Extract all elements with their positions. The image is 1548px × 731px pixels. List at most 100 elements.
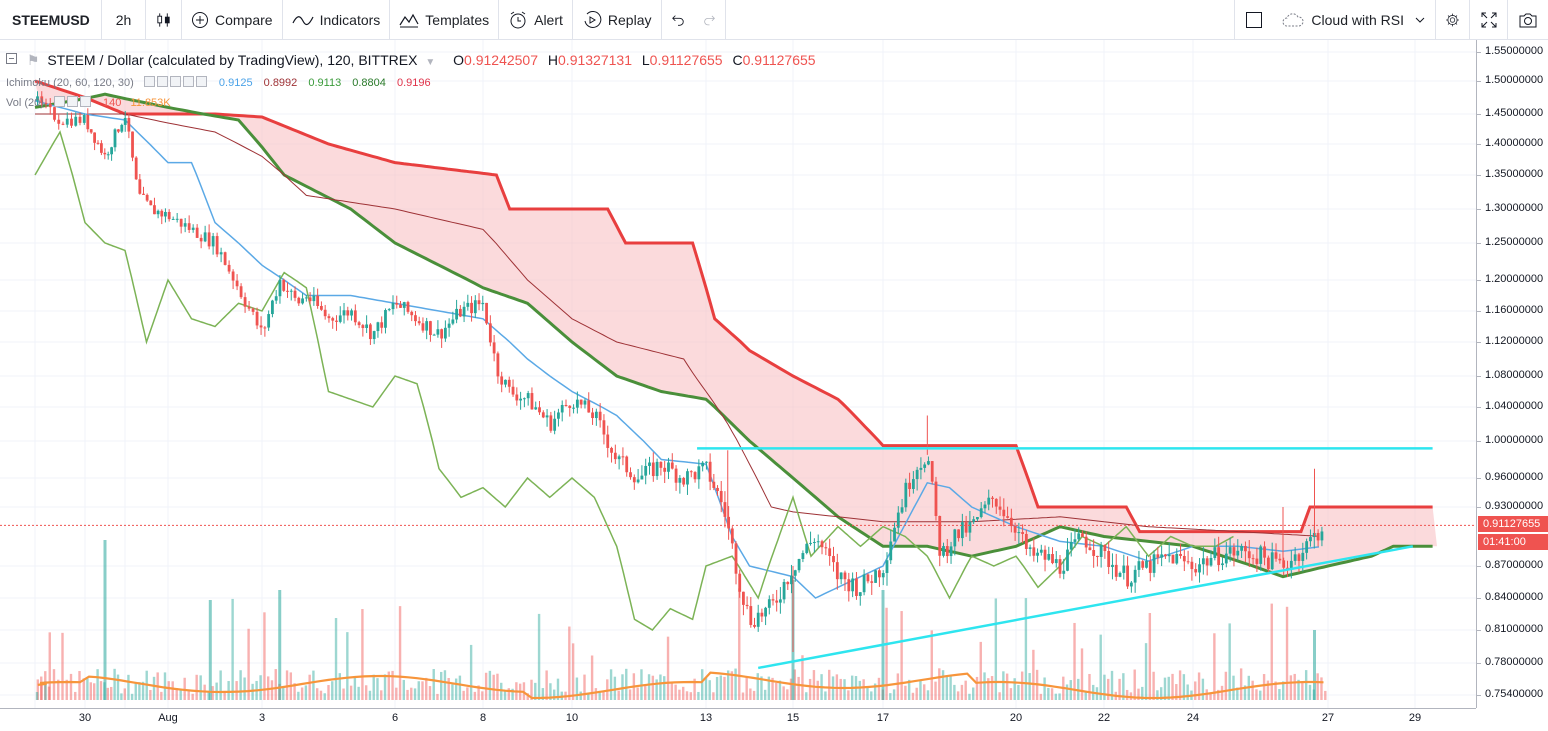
volume-bar [48,632,51,700]
candle-body [545,415,549,418]
candle-body [1175,553,1179,564]
volume-bar [697,691,700,700]
volume-bar [956,691,960,700]
candle-body [384,310,387,328]
candle-body [219,252,223,255]
volume-bar [432,669,435,700]
collapse-legend-button[interactable] [6,53,17,64]
title-dropdown-icon[interactable]: ▼ [425,57,436,68]
volume-bar [767,676,771,700]
volume-bar [1028,673,1031,700]
volume-bar [726,670,730,700]
volume-bar [1224,671,1228,700]
ichimoku-legend[interactable]: Ichimoku (20, 60, 120, 30) 0.9125 0.8992… [6,76,431,89]
settings-small-icon[interactable] [156,76,168,87]
candle-body [425,321,429,331]
candle-body [1088,547,1092,551]
volume-bar [579,691,582,700]
symbol-search-button[interactable]: STEEMUSD [0,0,102,40]
volume-bar [1107,678,1110,700]
candle-body [406,302,410,312]
candle-body [824,547,828,549]
candle-body [86,115,90,130]
vol-remove-icon[interactable] [79,96,91,107]
candle-body [919,467,923,470]
candle-body [1099,544,1103,557]
candle-body [553,418,557,431]
price-tick-label: 0.93000000 [1476,500,1544,512]
volume-bar [1156,690,1159,700]
candle-body [610,447,613,453]
chart-pane[interactable] [0,40,1476,708]
redo-icon [703,15,715,25]
candle-body [289,290,293,292]
eye-icon[interactable] [143,76,155,87]
candle-body [106,154,110,156]
time-scale[interactable]: 30 Aug 3 6 8 10 13 15 17 20 22 24 27 29 [0,708,1476,731]
candle-body [820,541,824,548]
chevron-down-icon [1415,17,1425,23]
templates-button[interactable]: Templates [390,0,500,40]
remove-icon[interactable] [169,76,181,87]
undo-button[interactable] [662,0,694,40]
candle-body [1126,565,1129,587]
alert-button[interactable]: Alert [499,0,573,40]
candle-body [957,529,960,539]
flag-icon: ⚑ [26,52,40,68]
volume-bar [410,687,413,700]
candle-body [410,311,414,316]
redo-button[interactable] [694,0,726,40]
volume-bar [801,655,804,700]
volume-bar [712,692,715,700]
candle-body [1073,539,1077,542]
candle-body [1107,551,1111,568]
candle-body [651,462,655,477]
volume-bar [839,678,842,700]
close-small-icon[interactable] [195,76,207,87]
indicators-button[interactable]: Indicators [283,0,391,40]
more-icon[interactable] [182,76,194,87]
volume-bar [179,690,182,700]
candle-body [1145,560,1148,568]
candle-body [742,591,745,605]
candle-body [65,118,69,125]
candle-body [110,147,113,155]
saved-layout-button[interactable]: Cloud with RSI [1272,0,1436,40]
volume-bar [1084,691,1087,700]
volume-bar [395,687,398,700]
candle-body [145,194,149,201]
candle-body [828,548,832,557]
volume-bar [941,670,945,700]
volume-legend[interactable]: Vol (20) 140 11.853K [6,96,171,109]
volume-bar [1209,693,1212,700]
compare-button[interactable]: Compare [182,0,283,40]
settings-button[interactable] [1436,0,1470,40]
volume-bar [134,682,137,700]
candle-body [904,482,908,508]
candle-body [881,573,885,578]
interval-button[interactable]: 2h [102,0,146,40]
candle-body [255,311,259,326]
volume-bar [892,689,896,700]
volume-bar [885,607,888,700]
volume-bar [964,680,967,700]
candle-body [473,300,477,314]
fullscreen-button[interactable] [1470,0,1508,40]
chart-canvas[interactable] [0,40,1476,708]
volume-bar [1316,673,1319,700]
high-key: H [547,52,559,68]
price-scale[interactable]: 1.55000000 1.50000000 1.45000000 1.40000000… [1476,40,1548,708]
indicators-icon [292,15,314,25]
chart-style-button[interactable] [146,0,182,40]
volume-bar [1255,689,1258,700]
volume-bar [734,668,737,700]
volume-bar [346,632,349,700]
snapshot-button[interactable] [1508,0,1548,40]
vol-settings-icon[interactable] [66,96,78,107]
replay-button[interactable]: Replay [573,0,662,40]
chikou-line [34,130,1234,631]
volume-bar [1080,648,1084,700]
layout-select-button[interactable] [1234,0,1272,40]
volume-bar [82,678,85,700]
vol-eye-icon[interactable] [53,96,65,107]
